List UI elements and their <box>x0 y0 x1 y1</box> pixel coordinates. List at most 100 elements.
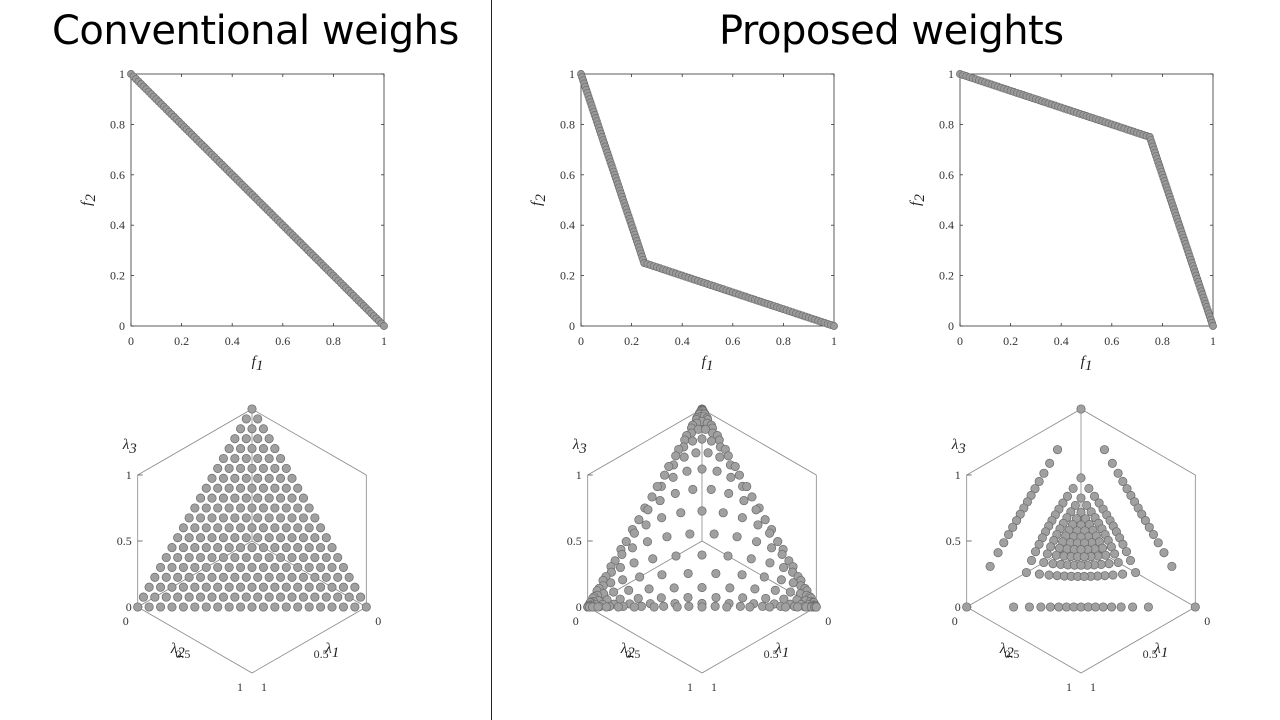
data-point <box>660 470 670 480</box>
data-point <box>993 548 1003 558</box>
data-point <box>671 551 681 561</box>
data-point <box>276 572 286 582</box>
data-point <box>656 593 666 603</box>
data-point <box>1036 602 1046 612</box>
data-point <box>779 562 789 573</box>
title-conventional: Conventional weighs <box>52 8 459 54</box>
x-tick-label: 0.4 <box>225 334 240 348</box>
data-point <box>264 592 274 602</box>
data-point <box>1034 539 1044 549</box>
data-point <box>770 585 780 595</box>
data-point <box>621 537 631 547</box>
data-point <box>759 572 769 582</box>
chart-3d-conventional-3d: 0 0.5 1 0 0.5 1 0 0.5 1 λ3 λ2 λ1 <box>117 404 381 694</box>
data-point <box>230 453 240 464</box>
data-point <box>236 523 246 533</box>
data-point <box>196 552 206 563</box>
data-point <box>293 543 303 553</box>
lambda2-tick-label: 1 <box>237 680 243 694</box>
data-point <box>230 533 240 543</box>
data-point <box>304 543 314 553</box>
data-point <box>310 572 320 582</box>
data-point <box>241 434 251 444</box>
lambda2-axis-label: λ2 <box>170 641 186 661</box>
data-point <box>281 543 291 553</box>
data-point <box>173 552 183 563</box>
data-point <box>207 552 217 563</box>
data-point <box>338 602 348 612</box>
lambda2-axis-label: λ2 <box>620 641 636 661</box>
data-point <box>1024 602 1034 612</box>
data-point <box>298 513 308 523</box>
data-point <box>697 434 707 444</box>
data-point <box>207 513 217 523</box>
data-point <box>333 592 343 602</box>
z-tick-label: 0.5 <box>567 534 582 548</box>
data-point <box>1030 547 1041 557</box>
data-point <box>1079 552 1089 562</box>
data-point <box>1125 555 1136 566</box>
box-edge <box>701 606 817 674</box>
data-point <box>1084 483 1094 493</box>
data-point <box>167 562 177 572</box>
data-point <box>767 543 777 553</box>
data-point <box>1030 484 1040 494</box>
lambda3-axis-label: λ3 <box>572 437 587 457</box>
data-point <box>627 543 637 553</box>
lambda2-tick-label: 0.5 <box>175 647 190 661</box>
data-point <box>270 562 280 572</box>
data-point <box>776 575 786 585</box>
data-point <box>760 515 770 525</box>
data-point <box>196 572 206 582</box>
data-point <box>617 549 627 559</box>
data-point <box>1070 500 1080 510</box>
data-point <box>738 593 748 603</box>
data-point <box>236 463 246 473</box>
data-point <box>688 436 698 446</box>
data-point <box>213 503 223 513</box>
data-point <box>264 572 274 582</box>
data-point <box>679 452 689 462</box>
data-point <box>218 473 228 483</box>
data-point <box>218 493 228 503</box>
lambda1-tick-label: 0 <box>375 614 381 628</box>
lambda2-tick-label: 0 <box>123 614 129 628</box>
data-point <box>697 602 707 612</box>
data-point <box>258 562 268 572</box>
data-point <box>276 493 286 503</box>
data-point <box>683 592 693 603</box>
data-point <box>624 585 634 595</box>
data-point <box>247 602 257 612</box>
data-point <box>258 463 268 473</box>
data-point <box>253 453 263 464</box>
data-point <box>321 533 331 543</box>
data-point <box>190 523 200 533</box>
data-point <box>218 533 228 543</box>
data-point <box>1107 602 1117 612</box>
y-tick-label: 0.4 <box>110 218 125 232</box>
data-point <box>298 592 308 602</box>
data-point <box>1079 571 1089 581</box>
box-edge <box>966 606 1082 674</box>
data-point <box>247 503 257 513</box>
data-point <box>726 472 736 482</box>
data-point <box>190 602 200 612</box>
data-point <box>1009 602 1019 612</box>
y-tick-label: 0.2 <box>110 269 125 283</box>
data-point <box>253 572 263 582</box>
data-point <box>1118 476 1128 487</box>
data-point <box>138 592 148 602</box>
y-tick-label: 1 <box>948 67 954 81</box>
data-point <box>1052 445 1063 455</box>
x-tick-label: 0.6 <box>725 334 740 348</box>
box-edge <box>251 408 367 476</box>
y-tick-label: 0.4 <box>939 218 954 232</box>
data-point <box>724 488 734 498</box>
data-point <box>230 572 240 582</box>
y-tick-label: 0.6 <box>110 168 125 182</box>
data-point <box>1068 483 1078 493</box>
data-point <box>207 473 217 483</box>
x-tick-label: 1 <box>1210 334 1216 348</box>
data-point <box>184 513 194 523</box>
data-point <box>258 503 268 513</box>
